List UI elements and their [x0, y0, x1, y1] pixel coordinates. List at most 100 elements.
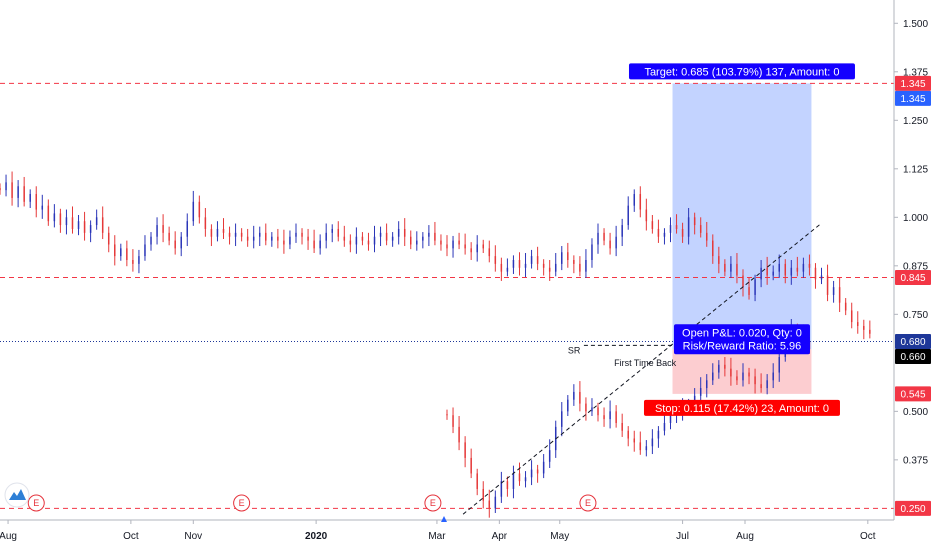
- candle: [216, 221, 219, 242]
- candle: [252, 225, 255, 249]
- price-axis-tags: 1.345 1.345 0.845 0.680 0.660 0.545 0.250: [895, 75, 931, 516]
- candle: [234, 223, 237, 247]
- candle-body: [446, 414, 448, 416]
- candle-body: [252, 236, 255, 241]
- candle: [639, 431, 642, 455]
- candle: [554, 253, 557, 277]
- candle: [240, 228, 243, 242]
- price-tag-label: 0.250: [900, 504, 925, 515]
- candle-body: [603, 415, 605, 420]
- candle: [742, 269, 744, 297]
- candle-body: [766, 380, 768, 389]
- candle: [579, 256, 581, 277]
- stop-zone[interactable]: [672, 349, 812, 394]
- candle: [150, 232, 152, 251]
- candle-body: [180, 236, 182, 249]
- candle-body: [573, 391, 575, 400]
- price-tag-bg: [895, 75, 931, 91]
- candle: [518, 462, 521, 486]
- earnings-circle: [233, 494, 251, 512]
- candle-body: [657, 228, 660, 237]
- candle-body: [476, 244, 478, 253]
- candle: [470, 242, 472, 260]
- candle: [548, 439, 551, 468]
- candle-body: [319, 240, 321, 249]
- candle-body: [156, 225, 158, 237]
- candle: [228, 226, 231, 245]
- candle: [506, 258, 509, 277]
- candle: [699, 217, 702, 238]
- candle: [271, 232, 273, 247]
- candle-body: [724, 364, 726, 369]
- x-tick-label: Aug: [0, 531, 17, 542]
- candle: [705, 221, 708, 247]
- candle: [645, 440, 648, 457]
- candle-body: [561, 411, 563, 427]
- candle: [675, 214, 678, 234]
- candle: [11, 171, 13, 206]
- candle: [162, 214, 164, 243]
- candle-body: [138, 256, 140, 264]
- candle: [210, 224, 213, 247]
- candle: [35, 186, 37, 218]
- candle-body: [651, 438, 654, 447]
- candle-body: [186, 221, 189, 237]
- candle-body: [585, 403, 587, 412]
- candle-body: [234, 232, 237, 237]
- candle: [718, 360, 720, 379]
- candle: [639, 186, 642, 218]
- candle: [548, 260, 551, 281]
- candle: [83, 211, 86, 241]
- candle: [168, 226, 170, 246]
- candle-body: [331, 228, 333, 233]
- candle: [132, 249, 134, 272]
- candle-body: [645, 446, 648, 451]
- target-zone[interactable]: [672, 83, 812, 350]
- candle-body: [488, 248, 491, 257]
- candle-body: [567, 399, 569, 412]
- candle-body: [850, 310, 853, 323]
- event-marker-icon[interactable]: [441, 516, 447, 522]
- candle-body: [736, 376, 738, 381]
- candle: [687, 208, 690, 245]
- price-tag-bg: [895, 269, 931, 285]
- earnings-icon: E: [27, 494, 45, 512]
- candle: [724, 259, 726, 277]
- price-tag-bg: [895, 386, 931, 402]
- candle-body: [434, 232, 436, 241]
- pl-label-box[interactable]: Open P&L: 0.020, Qty: 0 Risk/Reward Rati…: [673, 324, 810, 355]
- candle-body: [216, 228, 219, 237]
- candle-body: [47, 205, 50, 222]
- candle: [832, 280, 835, 303]
- logo-icon[interactable]: [4, 482, 30, 508]
- candle-body: [597, 407, 599, 416]
- candle-body: [446, 244, 448, 249]
- candle-body: [573, 260, 575, 264]
- price-axis-ticks: 1.500 1.375 1.250 1.125 1.000 0.875 0.750 0.500…: [894, 19, 928, 466]
- candle-body: [83, 221, 86, 233]
- candle: [530, 460, 533, 486]
- candle-body: [778, 263, 780, 272]
- candle-body: [41, 205, 44, 210]
- candle: [621, 218, 623, 247]
- time-axis-panel[interactable]: [0, 520, 932, 550]
- candle: [597, 223, 599, 254]
- candle-body: [524, 263, 527, 268]
- candle-body: [512, 260, 515, 268]
- candle-body: [373, 236, 376, 245]
- candle: [464, 436, 466, 468]
- candle-body: [651, 221, 654, 229]
- candle-body: [397, 228, 400, 237]
- x-tick-label: 2020: [305, 531, 328, 542]
- stop-label-box[interactable]: Stop: 0.115 (17.42%) 23, Amount: 0: [643, 399, 840, 416]
- candle: [258, 226, 261, 247]
- price-tag-label: 0.660: [900, 352, 925, 363]
- target-label-box[interactable]: Target: 0.685 (103.79%) 137, Amount: 0: [628, 63, 855, 80]
- candle-body: [832, 287, 835, 295]
- candle: [422, 232, 424, 249]
- candle: [144, 235, 146, 261]
- x-tick-label: Mar: [428, 531, 446, 542]
- candle: [192, 190, 195, 226]
- earnings-icon: E: [424, 494, 442, 512]
